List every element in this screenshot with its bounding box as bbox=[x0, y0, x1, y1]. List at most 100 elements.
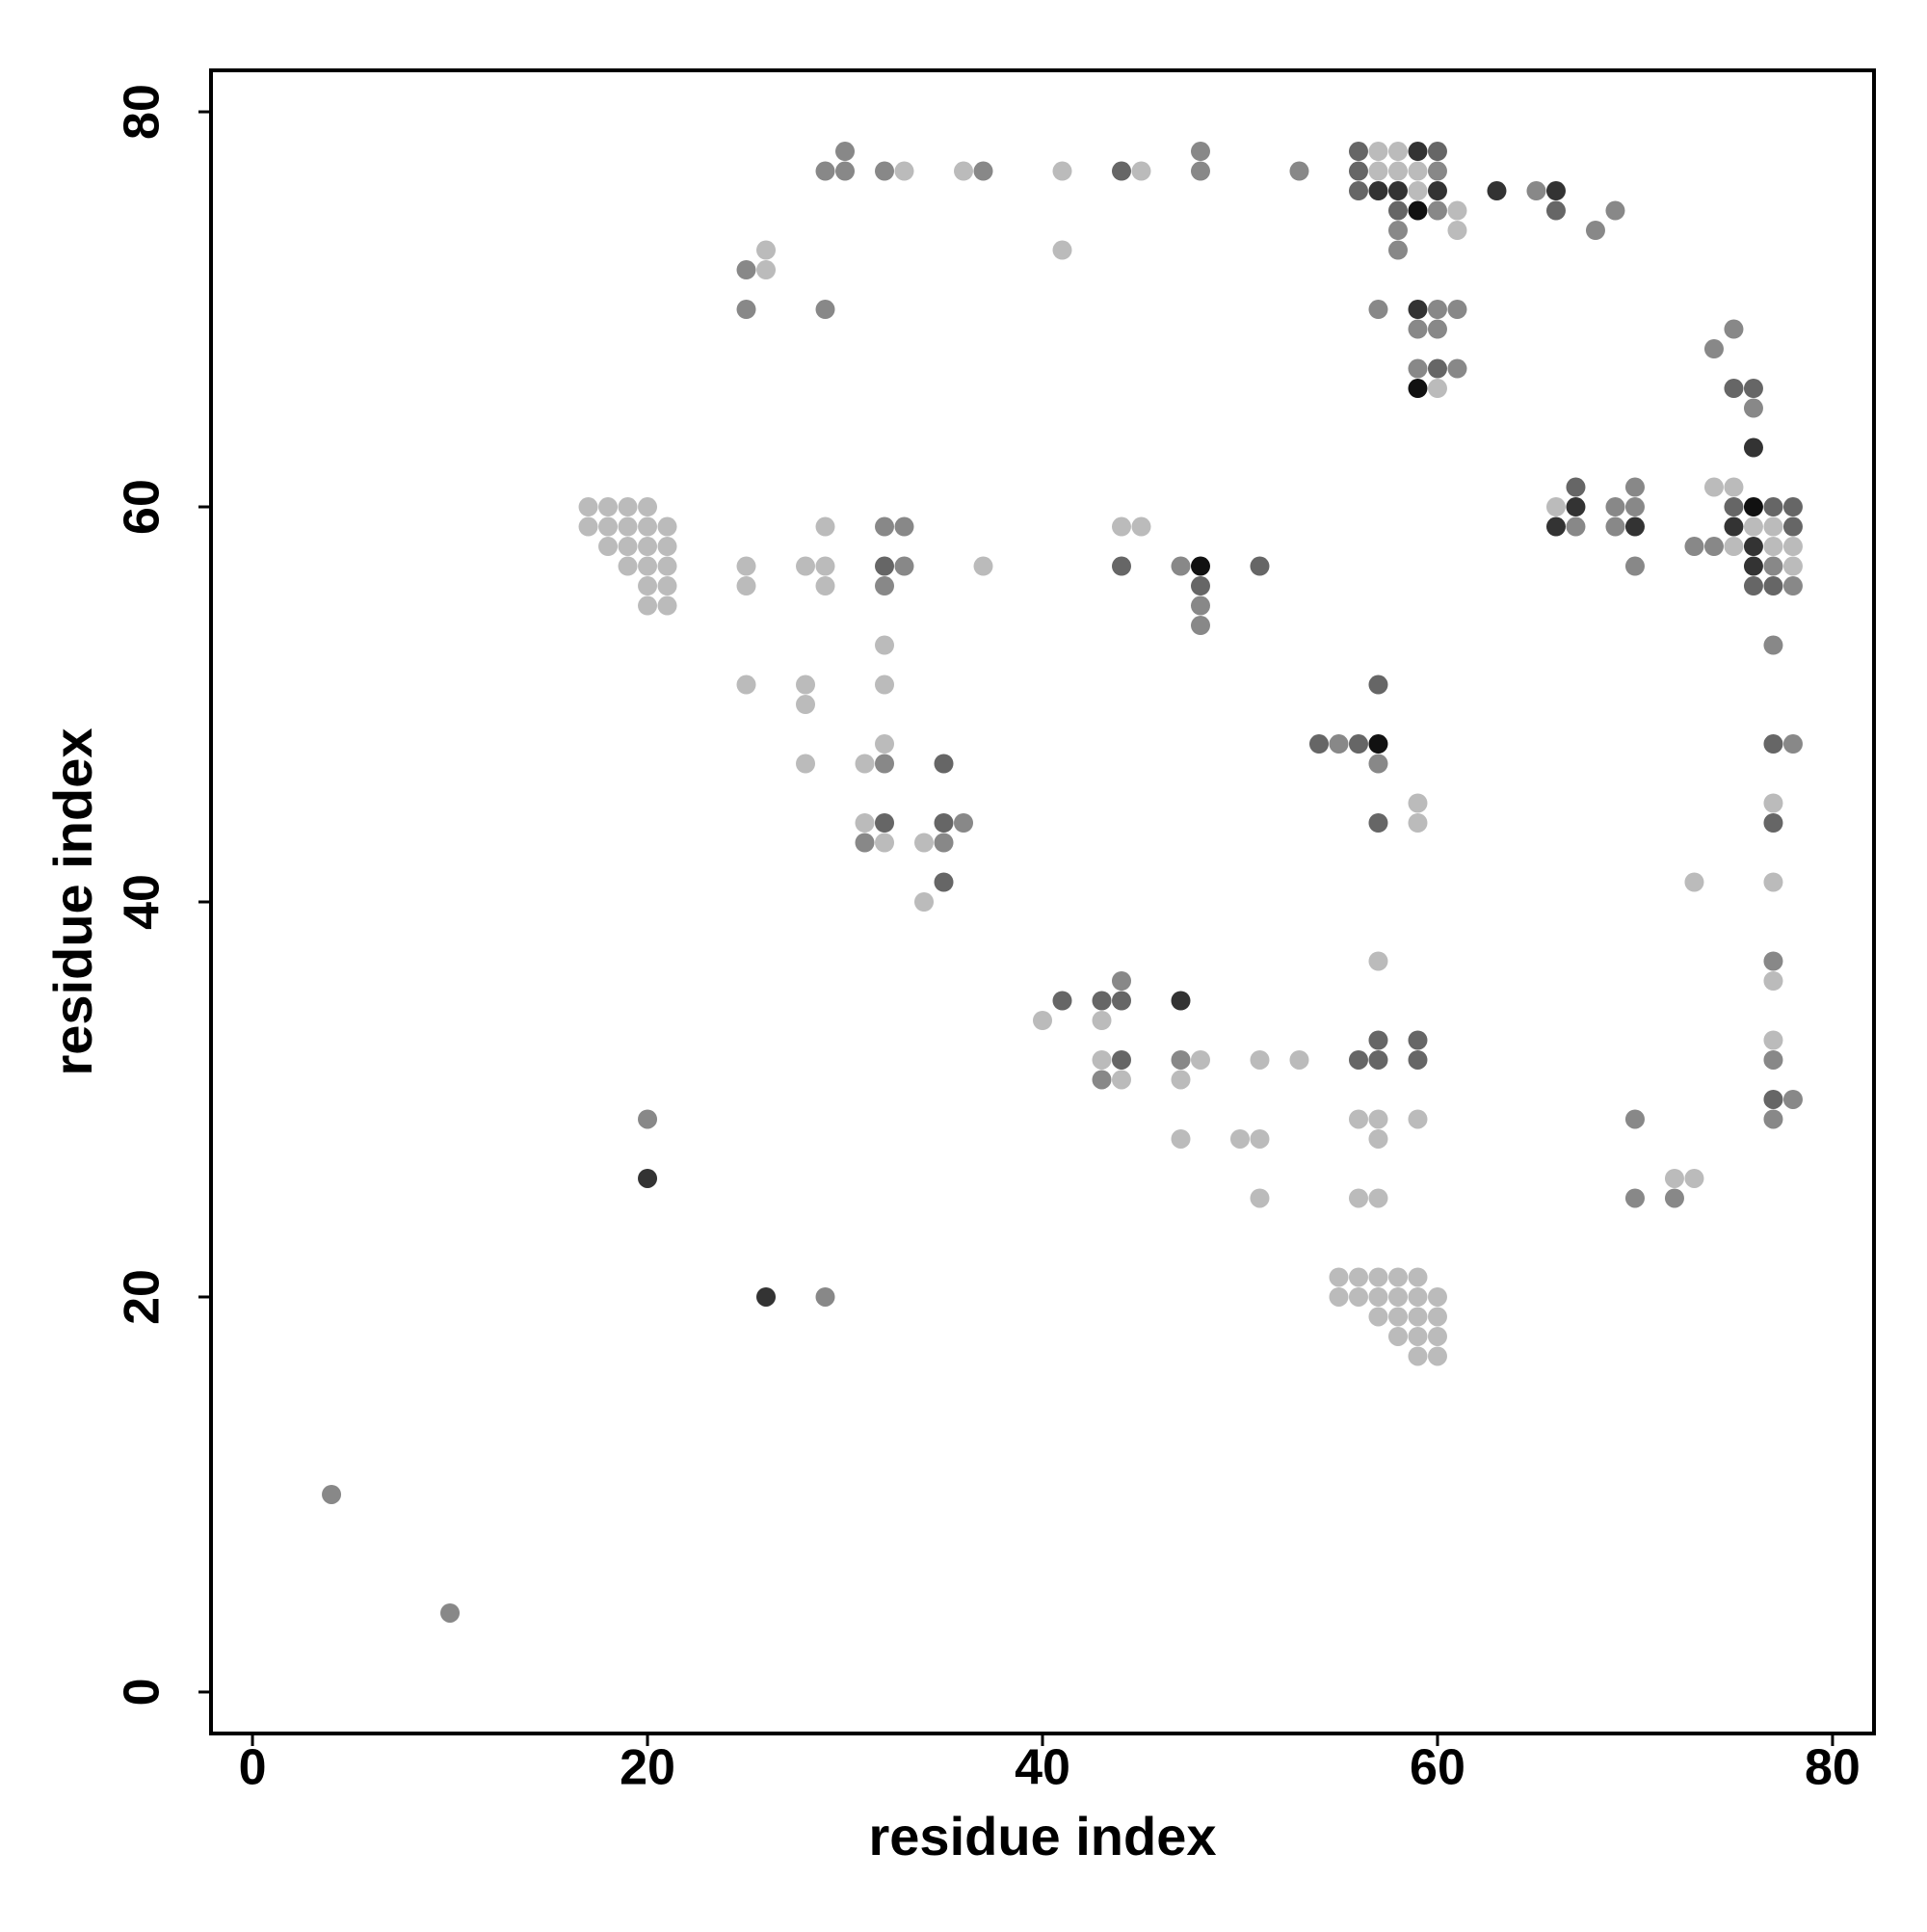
point bbox=[1408, 142, 1428, 162]
point bbox=[638, 576, 658, 596]
point bbox=[835, 142, 856, 162]
point bbox=[1408, 379, 1428, 399]
point bbox=[1724, 537, 1744, 557]
point bbox=[1684, 872, 1704, 892]
point bbox=[1624, 1188, 1645, 1208]
point bbox=[1447, 200, 1467, 221]
point bbox=[1427, 161, 1447, 181]
point bbox=[1743, 379, 1763, 399]
point bbox=[1111, 991, 1131, 1011]
point bbox=[618, 516, 638, 537]
point bbox=[1348, 1109, 1368, 1129]
point bbox=[1427, 358, 1447, 379]
point bbox=[1190, 595, 1210, 616]
point bbox=[1427, 142, 1447, 162]
point bbox=[1724, 379, 1744, 399]
point bbox=[875, 576, 895, 596]
point bbox=[815, 1286, 835, 1307]
point bbox=[1763, 635, 1783, 655]
point bbox=[1348, 181, 1368, 201]
point bbox=[1111, 1049, 1131, 1070]
point bbox=[1408, 300, 1428, 320]
point bbox=[638, 556, 658, 576]
point bbox=[1703, 339, 1724, 359]
y-tick-label: 40 bbox=[115, 874, 171, 930]
point bbox=[1763, 537, 1783, 557]
x-tick-label: 20 bbox=[620, 1740, 675, 1796]
point bbox=[1052, 991, 1072, 1011]
point bbox=[954, 813, 974, 834]
point bbox=[1408, 1267, 1428, 1287]
point bbox=[1605, 516, 1625, 537]
point bbox=[657, 556, 677, 576]
point bbox=[1387, 200, 1408, 221]
point bbox=[1131, 161, 1151, 181]
point bbox=[1289, 1049, 1309, 1070]
point bbox=[875, 516, 895, 537]
point bbox=[1348, 1286, 1368, 1307]
point bbox=[1368, 734, 1388, 754]
x-axis-title: residue index bbox=[868, 1806, 1216, 1866]
point bbox=[736, 260, 756, 280]
point bbox=[1387, 161, 1408, 181]
point bbox=[1566, 516, 1586, 537]
point bbox=[736, 556, 756, 576]
point bbox=[1782, 497, 1803, 517]
point bbox=[894, 556, 914, 576]
point bbox=[1447, 358, 1467, 379]
point bbox=[1329, 1286, 1349, 1307]
point bbox=[1624, 497, 1645, 517]
point bbox=[1368, 181, 1388, 201]
point bbox=[1387, 1286, 1408, 1307]
point bbox=[1348, 142, 1368, 162]
point bbox=[1308, 734, 1329, 754]
point bbox=[1092, 1010, 1112, 1030]
point bbox=[657, 576, 677, 596]
point bbox=[815, 516, 835, 537]
point bbox=[1526, 181, 1546, 201]
point bbox=[1190, 161, 1210, 181]
point bbox=[894, 161, 914, 181]
point bbox=[1171, 991, 1191, 1011]
point bbox=[875, 675, 895, 695]
point bbox=[1348, 1267, 1368, 1287]
point bbox=[1763, 556, 1783, 576]
point bbox=[1229, 1128, 1250, 1149]
point bbox=[756, 1286, 777, 1307]
point bbox=[1624, 477, 1645, 497]
point bbox=[934, 872, 954, 892]
point bbox=[638, 516, 658, 537]
point bbox=[1368, 754, 1388, 774]
point bbox=[1408, 1346, 1428, 1366]
point bbox=[1427, 379, 1447, 399]
point bbox=[1664, 1168, 1684, 1188]
point bbox=[1408, 793, 1428, 813]
point bbox=[1684, 537, 1704, 557]
point bbox=[657, 516, 677, 537]
point bbox=[1368, 1307, 1388, 1327]
point bbox=[1427, 1307, 1447, 1327]
point bbox=[1111, 556, 1131, 576]
point bbox=[598, 516, 619, 537]
point bbox=[1487, 181, 1507, 201]
point bbox=[1408, 1049, 1428, 1070]
point bbox=[638, 537, 658, 557]
point bbox=[973, 556, 993, 576]
point bbox=[1763, 1109, 1783, 1129]
point bbox=[1408, 161, 1428, 181]
point bbox=[1111, 1070, 1131, 1090]
point bbox=[875, 161, 895, 181]
point bbox=[1092, 991, 1112, 1011]
point bbox=[657, 537, 677, 557]
point bbox=[914, 833, 935, 853]
x-tick-label: 60 bbox=[1410, 1740, 1465, 1796]
point bbox=[815, 576, 835, 596]
point bbox=[1447, 300, 1467, 320]
point bbox=[954, 161, 974, 181]
point bbox=[796, 556, 816, 576]
point bbox=[1566, 477, 1586, 497]
point bbox=[736, 300, 756, 320]
point bbox=[756, 260, 777, 280]
point bbox=[1545, 497, 1566, 517]
